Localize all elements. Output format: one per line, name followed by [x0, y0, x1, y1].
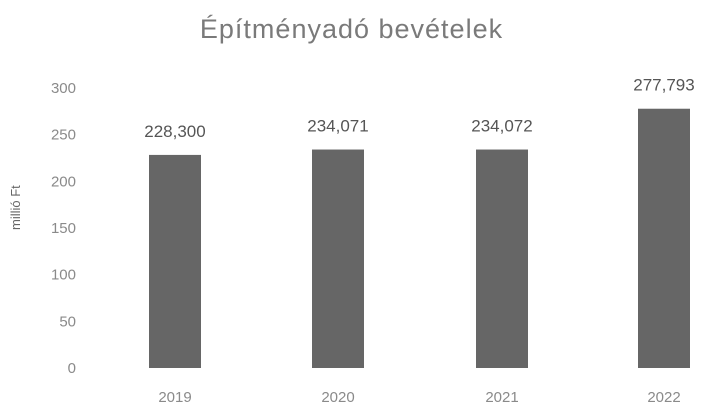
chart-title: Építményadó bevételek	[199, 14, 504, 44]
data-label: 228,300	[144, 122, 205, 141]
y-tick-label: 150	[51, 220, 76, 237]
data-label: 234,071	[307, 117, 368, 136]
y-tick-label: 250	[51, 127, 76, 144]
y-tick-label: 200	[51, 173, 76, 190]
data-label: 277,793	[633, 76, 694, 95]
y-tick-label: 300	[51, 80, 76, 97]
y-tick-label: 0	[68, 360, 76, 377]
bar-2019	[149, 154, 201, 368]
x-tick-label: 2019	[158, 389, 191, 406]
x-tick-label: 2021	[485, 389, 518, 406]
data-label: 234,072	[471, 117, 532, 136]
y-tick-label: 100	[51, 267, 76, 284]
bar-2021	[476, 149, 528, 368]
bar-2020	[312, 149, 364, 368]
y-tick-label: 50	[59, 313, 76, 330]
x-tick-label: 2022	[647, 389, 680, 406]
x-tick-label: 2020	[321, 389, 354, 406]
bar-2022	[638, 108, 690, 368]
